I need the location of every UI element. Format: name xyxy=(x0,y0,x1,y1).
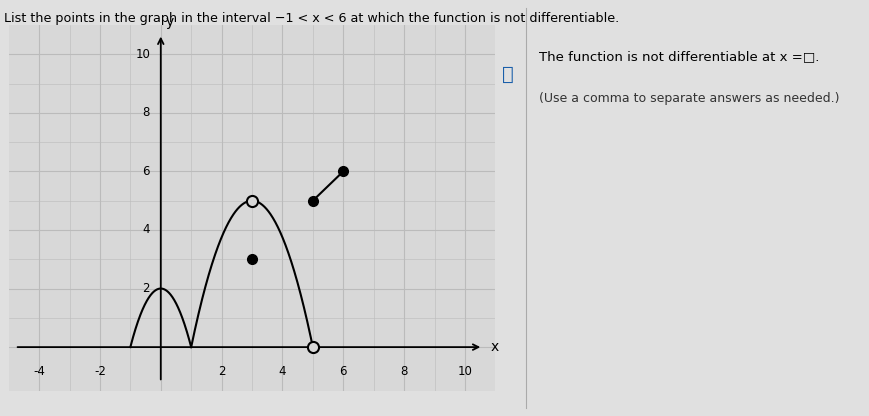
Text: y: y xyxy=(165,15,174,30)
Text: 8: 8 xyxy=(401,365,408,378)
Text: 2: 2 xyxy=(143,282,150,295)
Text: -2: -2 xyxy=(94,365,106,378)
Text: List the points in the graph in the interval −1 < x < 6 at which the function is: List the points in the graph in the inte… xyxy=(4,12,620,25)
Text: 10: 10 xyxy=(457,365,473,378)
Text: The function is not differentiable at x =□.: The function is not differentiable at x … xyxy=(539,50,819,63)
Text: x: x xyxy=(491,340,499,354)
Text: 8: 8 xyxy=(143,106,150,119)
Text: 6: 6 xyxy=(340,365,347,378)
Text: (Use a comma to separate answers as needed.): (Use a comma to separate answers as need… xyxy=(539,92,839,104)
Text: ⌕: ⌕ xyxy=(502,65,514,84)
Text: 10: 10 xyxy=(136,48,150,61)
Text: -4: -4 xyxy=(33,365,45,378)
Text: 2: 2 xyxy=(218,365,225,378)
Text: 4: 4 xyxy=(279,365,286,378)
Text: 6: 6 xyxy=(143,165,150,178)
Text: 4: 4 xyxy=(143,223,150,236)
